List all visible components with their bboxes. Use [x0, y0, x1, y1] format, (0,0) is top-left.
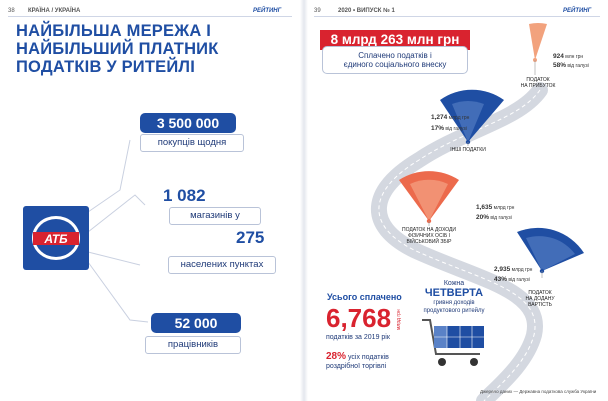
stores-value: 1 082 [163, 186, 206, 205]
page-title: НАЙБІЛЬША МЕРЕЖА І НАЙБІЛЬШИЙ ПЛАТНИК ПО… [16, 22, 256, 76]
vat-share-unit: від галузі [508, 277, 530, 283]
vat-label-line-2: НА ДОДАНУ [525, 296, 555, 302]
total-value: 6,768 [326, 303, 392, 333]
vat-share-value: 43% [494, 276, 508, 283]
cart-icon [422, 319, 484, 366]
headline-line-2: єдиного соціального внеску [343, 60, 447, 69]
pdfo-amount-unit: млрд грн [493, 205, 515, 211]
pdfo-label-line-2: ФІЗИЧНИХ ОСІБ І [407, 233, 450, 239]
profit-amount-unit: млн грн [565, 54, 584, 60]
source-note: Джерело даних — Державна податкова служб… [480, 389, 597, 394]
pdfo-label-line-1: ПОДАТОК НА ДОХОДИ [401, 227, 457, 233]
employees-label: працівників [145, 336, 241, 354]
headline-line-1: Сплачено податків і [358, 51, 432, 60]
total-share: 28% [326, 351, 347, 362]
logo-text: АТБ [43, 232, 68, 246]
other-share-unit: від галузі [445, 126, 467, 132]
pdfo-label-line-3: ВІЙСЬКОВИЙ ЗБІР [406, 239, 452, 245]
other-amount-value: 1,274 [431, 114, 448, 121]
customers-label: покупців щодня [140, 134, 244, 152]
pdfo-amount: 1,635 млрд грн [476, 204, 514, 211]
cart-text: Кожна ЧЕТВЕРТА гривня доходів продуктово… [414, 280, 494, 315]
settlements-label: населених пунктах [168, 256, 276, 274]
headline-box: Сплачено податків і єдиного соціального … [322, 46, 468, 74]
left-rubric: РЕЙТИНГ [253, 8, 282, 14]
right-rubric: РЕЙТИНГ [563, 8, 592, 14]
cart-line-4: продуктового ритейлу [423, 308, 485, 314]
cart-line-3: гривня доходів [433, 300, 475, 306]
atb-logo-icon: АТБ [32, 216, 80, 260]
headline-value: 8 млрд 263 млн грн [320, 30, 470, 50]
tax-fans [399, 22, 584, 278]
other-share-value: 17% [431, 125, 445, 132]
fan-profit-tax [529, 22, 547, 60]
vat-label-line-1: ПОДАТОК [528, 290, 552, 296]
pdfo-share: 20% від галузі [476, 214, 512, 221]
customers-value: 3 500 000 [140, 113, 236, 133]
atb-logo: АТБ [23, 206, 89, 270]
profit-amount-value: 924 [553, 53, 564, 60]
total-share-note-2: роздрібної торгівлі [326, 363, 387, 370]
total-share-note-1: усіх податків [347, 354, 389, 361]
profit-share: 58% від галузі [553, 62, 589, 69]
right-page-number: 39 [314, 8, 321, 14]
profit-share-value: 58% [553, 62, 567, 69]
vat-amount-value: 2,935 [494, 266, 511, 273]
vat-label: ПОДАТОК НА ДОДАНУ ВАРТІСТЬ [510, 290, 570, 308]
title-line-1: НАЙБІЛЬША МЕРЕЖА І [16, 22, 212, 40]
vat-label-line-3: ВАРТІСТЬ [528, 302, 552, 308]
connector-lines [87, 139, 149, 323]
right-issue-label: 2020 • ВИПУСК № 1 [338, 8, 395, 14]
title-line-2: НАЙБІЛЬШИЙ ПЛАТНИК [16, 40, 219, 58]
other-amount-unit: млрд грн [448, 115, 470, 121]
profit-label-line-1: ПОДАТОК [526, 77, 550, 83]
page-gutter [300, 0, 308, 401]
settlements-value: 275 [236, 228, 265, 247]
vat-share: 43% від галузі [494, 276, 530, 283]
profit-share-unit: від галузі [567, 63, 589, 69]
stores-label: магазинів у [169, 207, 261, 225]
left-section-label: КРАЇНА / УКРАЇНА [28, 8, 81, 14]
profit-amount: 924 млн грн [553, 53, 583, 60]
pdfo-share-unit: від галузі [490, 215, 512, 221]
right-header-rule [314, 16, 600, 17]
employees-value: 52 000 [151, 313, 241, 333]
left-page-number: 38 [8, 8, 15, 14]
total-share-block: 28% усіх податків роздрібної торгівлі [326, 352, 389, 371]
other-amount: 1,274 млрд грн [431, 114, 469, 121]
profit-label-line-2: НА ПРИБУТОК [520, 83, 556, 89]
other-label-line-1: ІНШІ ПОДАТКИ [450, 147, 486, 153]
pdfo-amount-value: 1,635 [476, 204, 493, 211]
total-heading: Усього сплачено [327, 292, 402, 302]
other-share: 17% від галузі [431, 125, 467, 132]
pdfo-label: ПОДАТОК НА ДОХОДИ ФІЗИЧНИХ ОСІБ І ВІЙСЬК… [394, 227, 464, 245]
cart-line-1: Кожна [443, 280, 465, 287]
total-unit: млрд грн [396, 309, 402, 330]
vat-amount: 2,935 млрд грн [494, 266, 532, 273]
left-header-rule [8, 16, 292, 17]
other-label: ІНШІ ПОДАТКИ [438, 147, 498, 153]
pdfo-share-value: 20% [476, 214, 490, 221]
profit-label: ПОДАТОК НА ПРИБУТОК [508, 77, 568, 89]
cart-highlight: ЧЕТВЕРТА [424, 287, 484, 299]
title-line-3: ПОДАТКІВ У РИТЕЙЛІ [16, 58, 195, 76]
total-note: податків за 2019 рік [326, 334, 390, 341]
vat-amount-unit: млрд грн [511, 267, 533, 273]
